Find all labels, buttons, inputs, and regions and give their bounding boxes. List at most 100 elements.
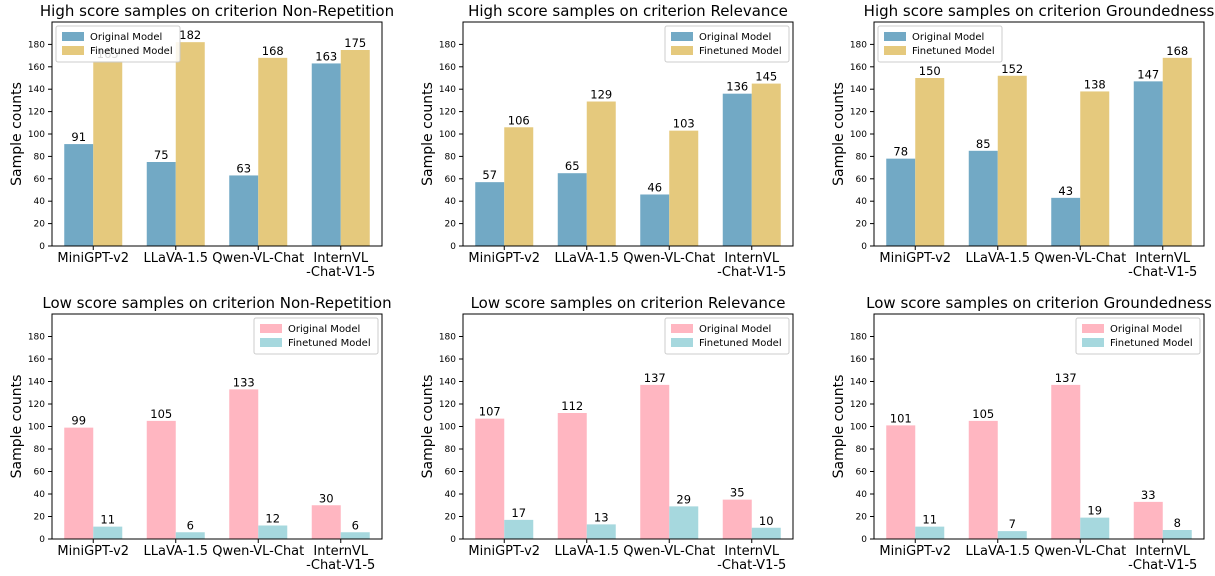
x-tick-label: MiniGPT-v2 [57,251,129,266]
bar-value-label: 105 [972,407,994,421]
x-tick-label: Qwen-VL-Chat [1034,251,1126,266]
y-tick-label: 60 [34,468,46,478]
x-tick-label: InternVL [1135,251,1190,266]
bar-value-label: 138 [1084,77,1106,91]
y-tick-label: 180 [28,40,45,50]
y-tick-label: 180 [439,40,456,50]
bar-finetuned [915,78,945,246]
chart-legend: Original Model Finetuned Model [55,25,181,63]
bar-finetuned [1162,530,1192,539]
bar-value-label: 133 [233,375,255,389]
bar-finetuned [586,101,616,247]
bar-value-label: 75 [154,148,169,162]
bar-value-label: 91 [71,130,86,144]
y-tick-label: 80 [856,445,868,455]
y-tick-label: 20 [445,513,457,523]
x-tick-label: InternVL [724,544,779,559]
chart-legend: Original Model Finetuned Model [1075,317,1201,355]
bar-value-label: 19 [1087,504,1102,518]
bar-original [1051,197,1081,246]
bar-value-label: 11 [922,513,937,527]
y-tick-label: 180 [28,333,45,343]
legend-swatch [671,338,693,347]
bar-finetuned [1080,91,1110,246]
x-tick-label: InternVL [724,251,779,266]
bar-value-label: 105 [150,407,172,421]
bar-value-label: 147 [1137,67,1159,81]
bar-value-label: 7 [1009,517,1016,531]
y-tick-label: 0 [861,242,867,252]
y-tick-label: 80 [34,152,46,162]
legend-box [664,317,790,355]
axes-frame [51,313,383,540]
bar-original [557,173,587,246]
bar-value-label: 101 [890,411,912,425]
x-tick-label: LLaVA-1.5 [144,544,209,559]
bar-value-label: 168 [262,44,284,58]
x-tick-label: MiniGPT-v2 [468,544,540,559]
y-tick-label: 100 [850,423,867,433]
bar-value-label: 78 [893,145,908,159]
chart-title: Low score samples on criterion Groundedn… [866,294,1212,312]
bar-finetuned [340,50,370,246]
chart-panel-5: Low score samples on criterion Relevance… [420,294,794,573]
y-tick-label: 20 [856,513,868,523]
x-tick-label: LLaVA-1.5 [555,544,620,559]
y-tick-label: 100 [28,423,45,433]
legend-label: Finetuned Model [90,46,173,57]
bar-value-label: 150 [919,64,941,78]
bar-finetuned [669,506,699,539]
x-tick-label: Qwen-VL-Chat [623,251,715,266]
bar-value-label: 152 [1001,62,1023,76]
x-tick-label: -Chat-V1-5 [717,265,786,280]
y-tick-label: 140 [439,85,456,95]
y-tick-label: 100 [850,130,867,140]
bar-finetuned [504,127,534,246]
y-tick-label: 140 [850,378,867,388]
y-tick-label: 80 [856,152,868,162]
bar-original [1133,81,1163,246]
y-tick-label: 120 [439,400,456,410]
y-tick-label: 140 [28,378,45,388]
y-tick-label: 40 [34,197,46,207]
bar-value-label: 163 [315,49,337,63]
y-tick-label: 140 [439,378,456,388]
chart-panel-6: Low score samples on criterion Groundedn… [831,294,1212,573]
bar-finetuned [915,526,945,539]
bar-value-label: 13 [594,510,609,524]
bar-value-label: 65 [565,159,580,173]
chart-legend: Original Model Finetuned Model [664,317,790,355]
bar-value-label: 43 [1058,184,1073,198]
bar-value-label: 63 [236,161,251,175]
y-tick-label: 80 [34,445,46,455]
x-tick-label: InternVL [313,251,368,266]
legend-swatch [62,32,84,41]
y-tick-label: 60 [34,175,46,185]
y-tick-label: 0 [861,535,867,545]
bar-original [475,418,505,539]
bar-value-label: 106 [508,113,530,127]
chart-legend: Original Model Finetuned Model [877,25,1003,63]
legend-label: Original Model [699,324,771,335]
y-tick-label: 40 [445,197,457,207]
bar-value-label: 46 [647,180,662,194]
bar-original [640,194,670,246]
bar-value-label: 129 [590,88,612,102]
y-tick-label: 140 [850,85,867,95]
bar-finetuned [340,532,370,539]
y-tick-label: 0 [450,535,456,545]
y-tick-label: 160 [28,63,45,73]
x-tick-label: LLaVA-1.5 [555,251,620,266]
bar-original [722,499,752,539]
y-tick-label: 180 [850,40,867,50]
bar-original [229,389,259,539]
y-tick-label: 160 [850,355,867,365]
bar-value-label: 103 [673,117,695,131]
x-tick-label: -Chat-V1-5 [717,558,786,573]
x-tick-label: LLaVA-1.5 [966,251,1031,266]
legend-swatch [671,32,693,41]
bar-value-label: 10 [759,514,774,528]
x-tick-label: -Chat-V1-5 [1128,558,1197,573]
legend-label: Finetuned Model [288,338,371,349]
